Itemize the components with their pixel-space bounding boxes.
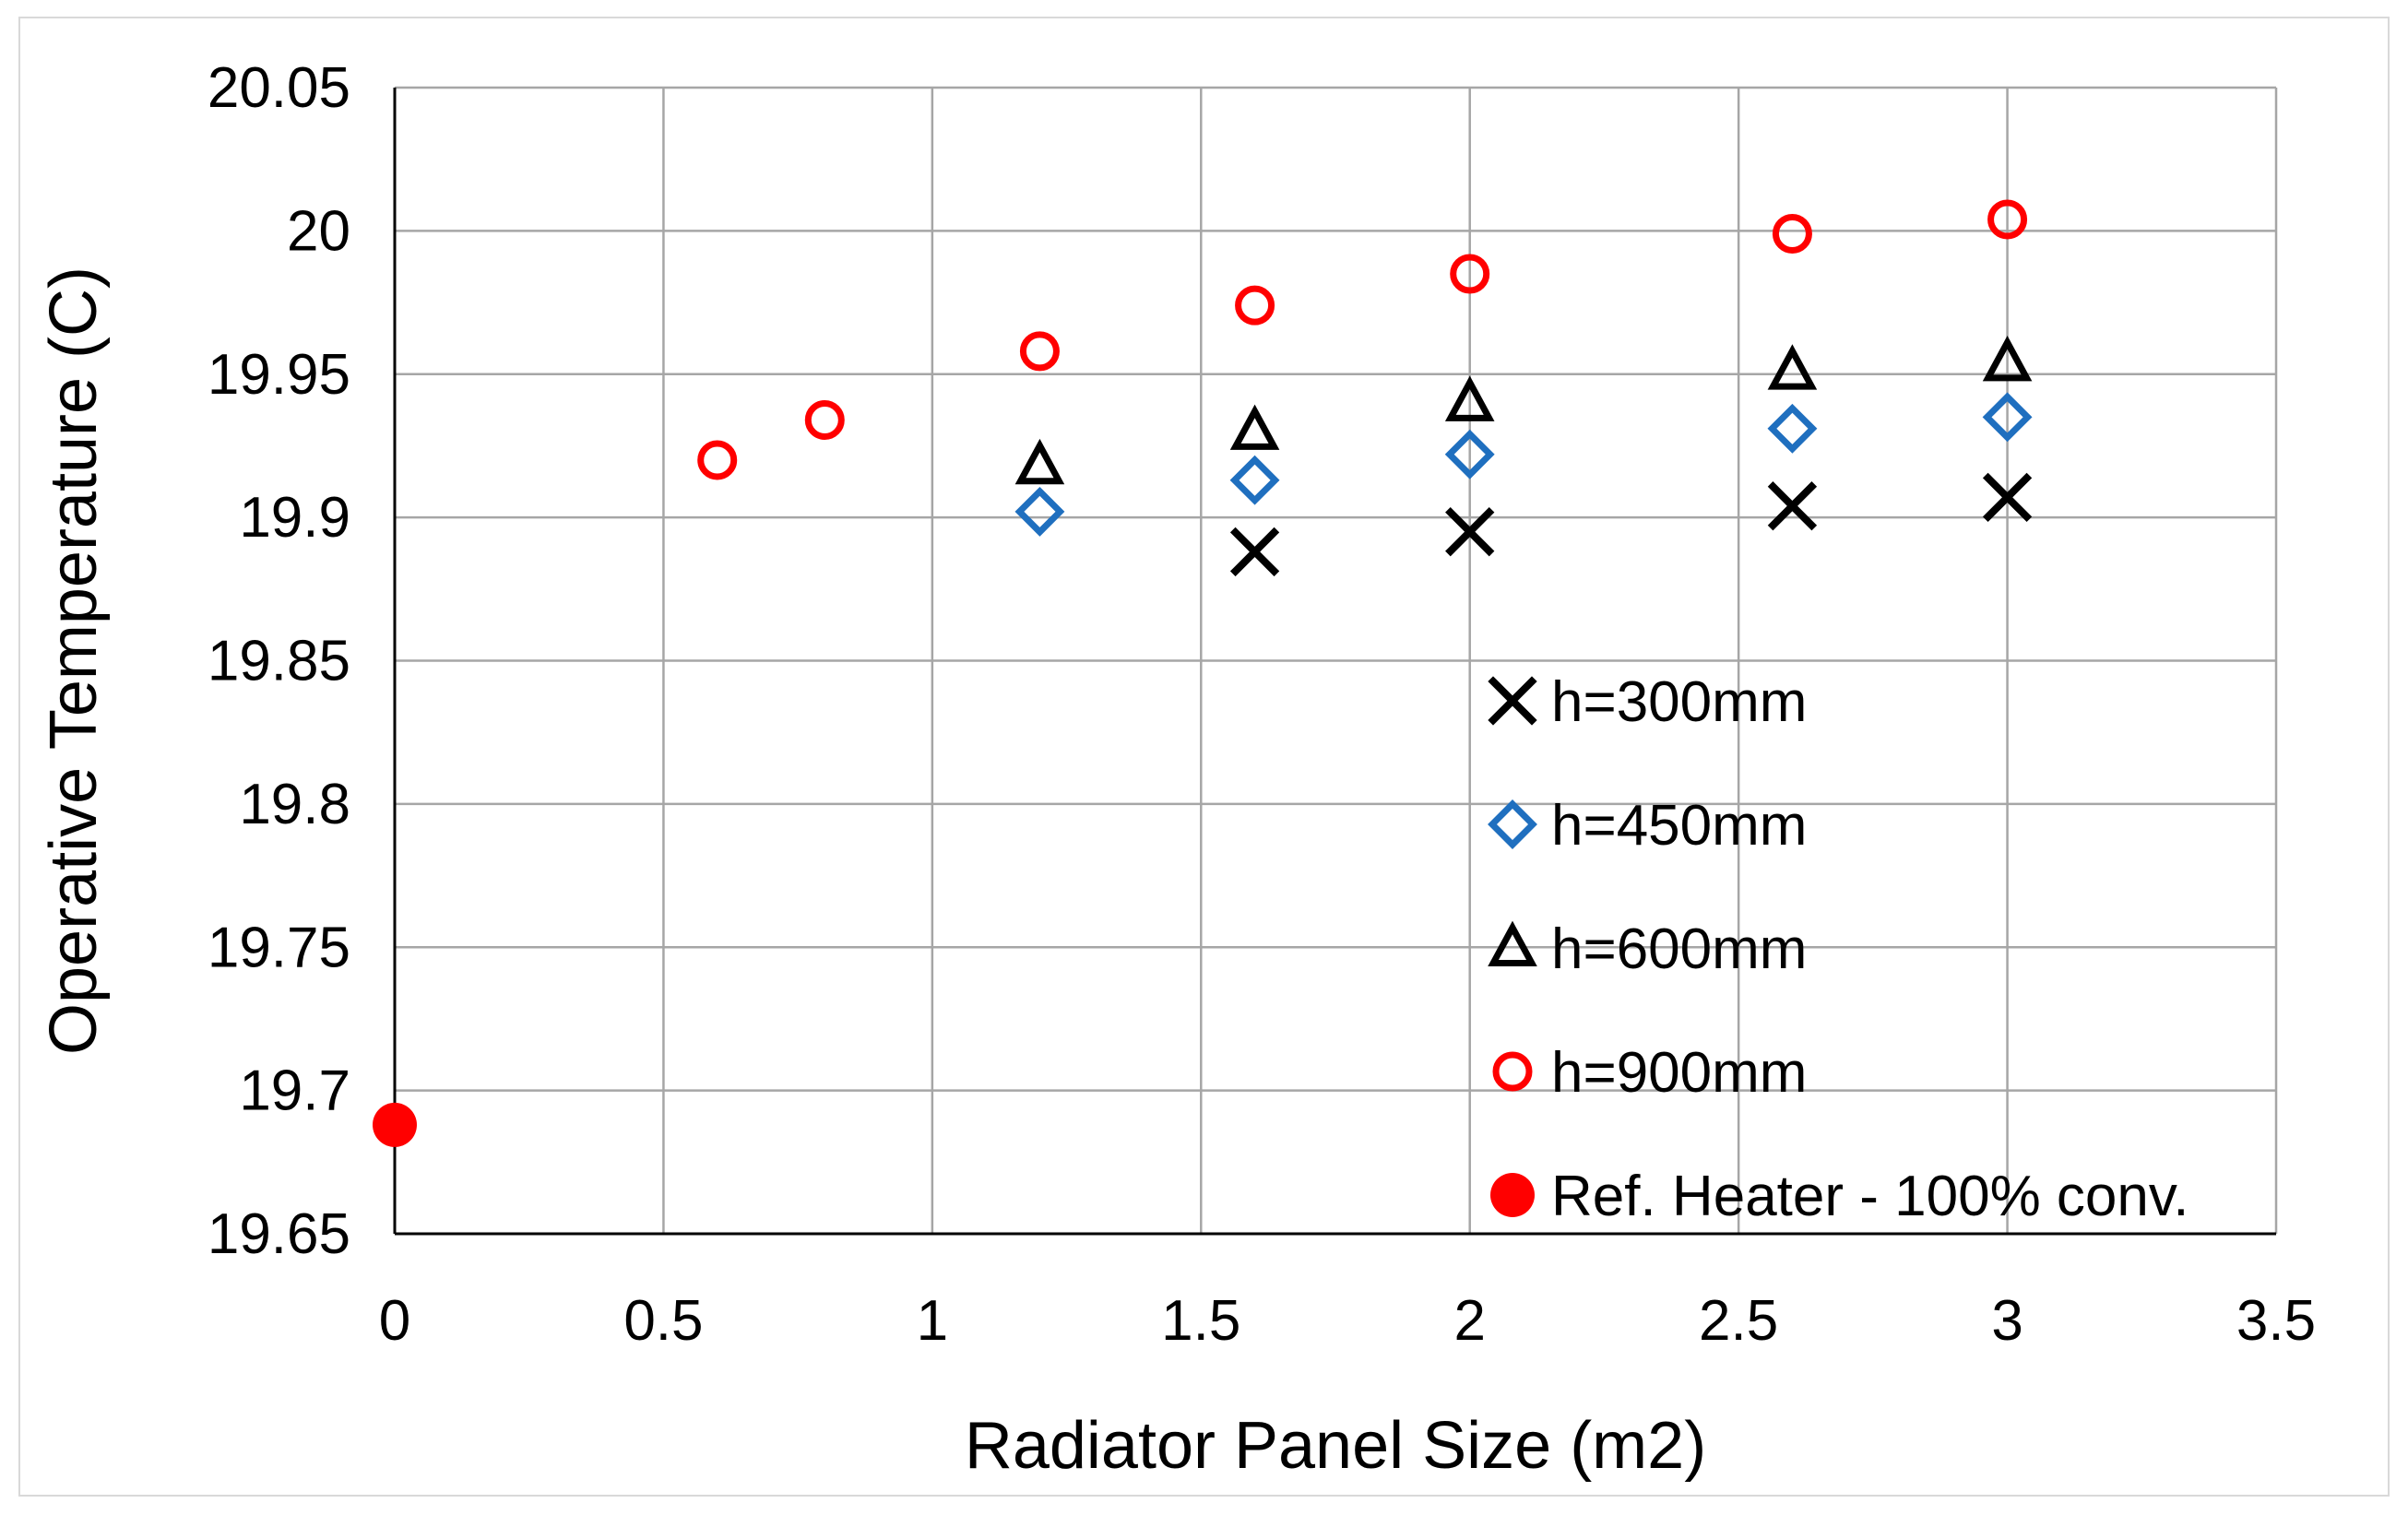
x-tick-label: 3	[1991, 1289, 2022, 1353]
data-point-h-450mm	[1444, 429, 1495, 479]
data-point-h-600mm	[1014, 438, 1065, 485]
y-tick-label: 19.7	[239, 1059, 350, 1123]
data-point-h-900mm	[1235, 285, 1275, 325]
data-point-h-900mm	[1987, 199, 2028, 240]
x-tick-labels: 0 0.5 1 1.5 2 2.5 3 3.5	[379, 1289, 2316, 1353]
y-tick-label: 19.75	[208, 916, 350, 979]
data-point-h-900mm	[1772, 213, 1812, 254]
legend-label: h=900mm	[1551, 1041, 1807, 1105]
data-point-h-900mm	[1019, 331, 1060, 372]
legend-item: h=450mm	[1488, 794, 1807, 858]
x-tick-label: 2	[1453, 1289, 1485, 1353]
data-point-h-300mm	[1982, 472, 2033, 523]
y-tick-label: 19.9	[239, 486, 350, 550]
y-tick-label: 19.95	[208, 343, 350, 407]
data-point-h-600mm	[1767, 344, 1818, 390]
x-tick-label: 2.5	[1699, 1289, 1778, 1353]
legend-marker	[1488, 676, 1537, 726]
legend-marker	[1492, 1051, 1533, 1092]
x-tick-label: 3.5	[2236, 1289, 2316, 1353]
x-tick-label: 1	[917, 1289, 948, 1353]
legend-item: h=600mm	[1488, 917, 1807, 981]
data-point-h-300mm	[1767, 481, 1818, 531]
axes	[393, 88, 2276, 1236]
data-point-h-600mm	[1229, 404, 1280, 450]
data-points	[373, 199, 2033, 1147]
x-tick-label: 0.5	[623, 1289, 703, 1353]
y-axis-title: Operative Temperature (C)	[37, 266, 111, 1055]
data-point-h-450mm	[1982, 392, 2033, 443]
data-point-h-900mm	[804, 399, 845, 440]
legend-marker	[1490, 1173, 1535, 1217]
y-tick-labels: 19.65 19.7 19.75 19.8 19.85 19.9 19.95 20 20.05	[208, 56, 350, 1266]
x-tick-label: 1.5	[1161, 1289, 1240, 1353]
legend-item: h=900mm	[1492, 1041, 1807, 1105]
legend-label: h=450mm	[1551, 794, 1807, 858]
legend-item: h=300mm	[1488, 670, 1807, 734]
y-tick-label: 19.8	[239, 773, 350, 836]
data-point-h-300mm	[1445, 507, 1495, 557]
data-point-h-600mm	[1982, 335, 2033, 382]
data-point-h-900mm	[1450, 254, 1490, 294]
y-tick-label: 20.05	[208, 56, 350, 120]
legend-label: h=600mm	[1551, 917, 1807, 981]
y-tick-label: 19.65	[208, 1202, 350, 1266]
data-point-h-450mm	[1014, 486, 1065, 537]
legend-marker	[1488, 920, 1537, 966]
data-point-h-300mm	[1229, 527, 1280, 577]
y-tick-label: 20	[287, 199, 350, 263]
legend-item: Ref. Heater - 100% conv.	[1490, 1165, 2189, 1228]
data-point-h-450mm	[1229, 455, 1280, 505]
x-tick-label: 0	[379, 1289, 410, 1353]
data-point-h-450mm	[1767, 403, 1818, 454]
x-axis-title: Radiator Panel Size (m2)	[965, 1409, 1706, 1483]
data-point-h-600mm	[1444, 375, 1495, 421]
legend: h=300mm h=450mm h=600mm h=900mm Ref. Heater …	[1488, 670, 2189, 1228]
legend-label: Ref. Heater - 100% conv.	[1551, 1165, 2189, 1228]
chart-frame	[18, 17, 2390, 1497]
grid-lines	[393, 86, 2278, 1236]
legend-marker	[1488, 799, 1537, 849]
data-point-ref-heater-100-conv-	[373, 1102, 417, 1147]
legend-label: h=300mm	[1551, 670, 1807, 734]
y-tick-label: 19.85	[208, 630, 350, 693]
data-point-h-900mm	[697, 440, 738, 480]
